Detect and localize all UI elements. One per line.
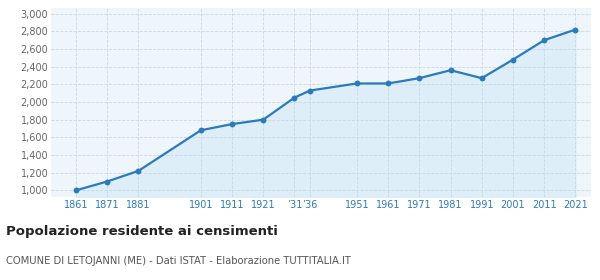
Text: Popolazione residente ai censimenti: Popolazione residente ai censimenti (6, 225, 278, 238)
Point (508, 57, 518, 62)
Point (103, 179, 112, 184)
Point (290, 95, 299, 100)
Point (477, 76, 487, 80)
Point (446, 68, 455, 73)
Point (196, 128, 206, 132)
Point (259, 117, 268, 122)
Point (539, 38, 549, 43)
Point (415, 76, 424, 80)
Point (71, 188, 81, 193)
Point (383, 81, 393, 86)
Point (305, 88, 315, 93)
Text: COMUNE DI LETOJANNI (ME) - Dati ISTAT - Elaborazione TUTTITALIA.IT: COMUNE DI LETOJANNI (ME) - Dati ISTAT - … (6, 256, 351, 266)
Point (352, 81, 362, 86)
Point (571, 27, 580, 32)
Point (227, 122, 237, 126)
Point (134, 169, 143, 173)
